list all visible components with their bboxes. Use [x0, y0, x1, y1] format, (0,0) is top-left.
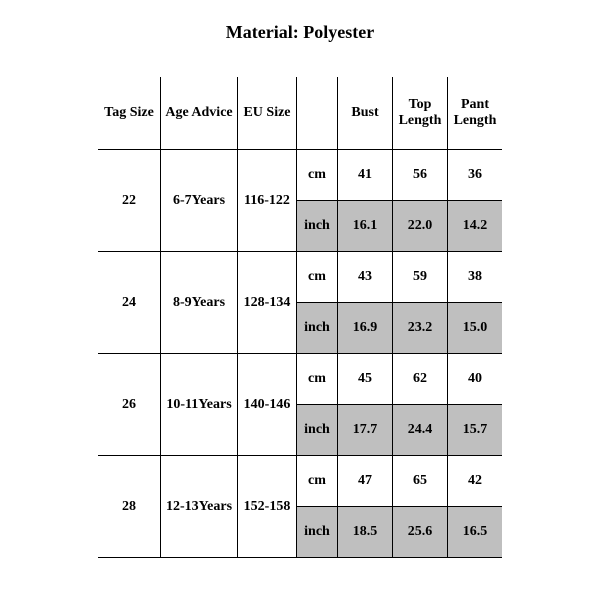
- cell-age: 6-7Years: [161, 150, 238, 252]
- col-top-length: Top Length: [393, 77, 448, 150]
- cell-pant-cm: 40: [448, 354, 503, 405]
- cell-pant-cm: 36: [448, 150, 503, 201]
- cell-unit-inch: inch: [297, 303, 338, 354]
- table-row: 26 10-11Years 140-146 cm 45 62 40: [98, 354, 502, 405]
- col-pant-l2: Length: [454, 113, 497, 128]
- cell-tag: 24: [98, 252, 161, 354]
- size-chart-table: Tag Size Age Advice EU Size Bust Top Len…: [98, 77, 502, 558]
- cell-unit-cm: cm: [297, 354, 338, 405]
- cell-pant-inch: 15.7: [448, 405, 503, 456]
- cell-bust-cm: 41: [338, 150, 393, 201]
- cell-pant-inch: 16.5: [448, 507, 503, 558]
- col-pant-l1: Pant: [461, 97, 489, 112]
- cell-bust-cm: 43: [338, 252, 393, 303]
- col-bust: Bust: [338, 77, 393, 150]
- cell-unit-inch: inch: [297, 405, 338, 456]
- cell-top-inch: 23.2: [393, 303, 448, 354]
- cell-tag: 22: [98, 150, 161, 252]
- cell-top-inch: 24.4: [393, 405, 448, 456]
- cell-unit-cm: cm: [297, 456, 338, 507]
- cell-eu: 116-122: [238, 150, 297, 252]
- col-top-l2: Length: [399, 113, 442, 128]
- cell-eu: 128-134: [238, 252, 297, 354]
- cell-tag: 28: [98, 456, 161, 558]
- col-top-l1: Top: [409, 97, 432, 112]
- cell-top-inch: 25.6: [393, 507, 448, 558]
- cell-bust-cm: 47: [338, 456, 393, 507]
- cell-top-cm: 65: [393, 456, 448, 507]
- material-title: Material: Polyester: [0, 22, 600, 43]
- cell-eu: 152-158: [238, 456, 297, 558]
- col-unit: [297, 77, 338, 150]
- cell-age: 12-13Years: [161, 456, 238, 558]
- col-pant-length: Pant Length: [448, 77, 503, 150]
- cell-unit-cm: cm: [297, 150, 338, 201]
- cell-bust-inch: 18.5: [338, 507, 393, 558]
- size-chart-document: { "title": "Material: Polyester", "colum…: [0, 0, 600, 600]
- cell-bust-inch: 16.9: [338, 303, 393, 354]
- cell-top-inch: 22.0: [393, 201, 448, 252]
- cell-unit-inch: inch: [297, 507, 338, 558]
- cell-bust-cm: 45: [338, 354, 393, 405]
- col-age-advice: Age Advice: [161, 77, 238, 150]
- table-row: 24 8-9Years 128-134 cm 43 59 38: [98, 252, 502, 303]
- cell-tag: 26: [98, 354, 161, 456]
- cell-top-cm: 62: [393, 354, 448, 405]
- cell-bust-inch: 16.1: [338, 201, 393, 252]
- cell-unit-inch: inch: [297, 201, 338, 252]
- cell-eu: 140-146: [238, 354, 297, 456]
- table-row: 22 6-7Years 116-122 cm 41 56 36: [98, 150, 502, 201]
- cell-top-cm: 56: [393, 150, 448, 201]
- cell-age: 10-11Years: [161, 354, 238, 456]
- cell-pant-cm: 38: [448, 252, 503, 303]
- cell-pant-inch: 15.0: [448, 303, 503, 354]
- table-row: 28 12-13Years 152-158 cm 47 65 42: [98, 456, 502, 507]
- cell-pant-cm: 42: [448, 456, 503, 507]
- col-tag-size: Tag Size: [98, 77, 161, 150]
- col-eu-size: EU Size: [238, 77, 297, 150]
- cell-unit-cm: cm: [297, 252, 338, 303]
- header-row: Tag Size Age Advice EU Size Bust Top Len…: [98, 77, 502, 150]
- cell-age: 8-9Years: [161, 252, 238, 354]
- cell-top-cm: 59: [393, 252, 448, 303]
- cell-pant-inch: 14.2: [448, 201, 503, 252]
- cell-bust-inch: 17.7: [338, 405, 393, 456]
